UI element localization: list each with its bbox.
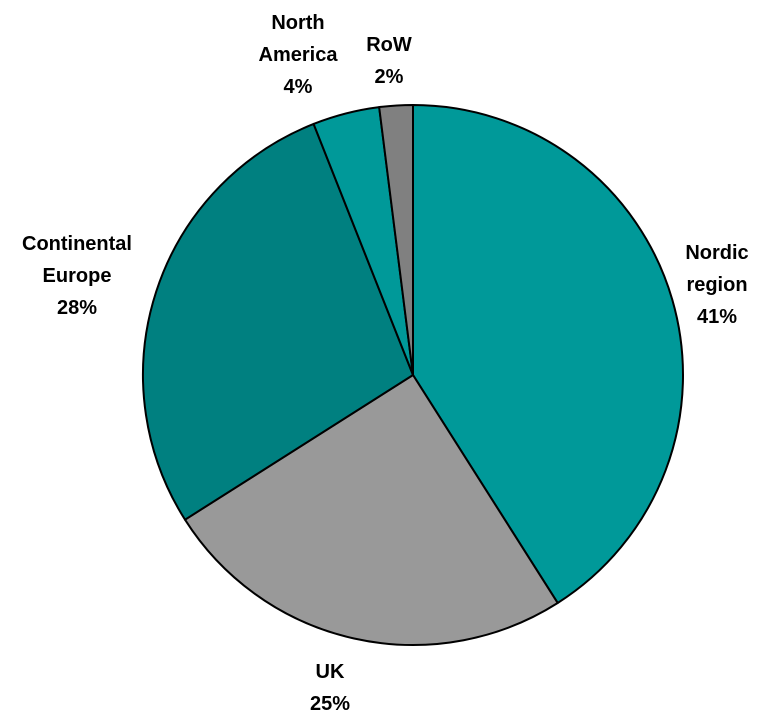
label-nordic-value: 41% (697, 306, 737, 328)
label-continental-value: 28% (57, 297, 97, 319)
pie-slice-continental-europe (142, 122, 414, 521)
slice-label-row: RoW 2% (366, 34, 412, 88)
label-nordic-line-1: Nordic (685, 242, 748, 264)
label-continental-line-2: Europe (43, 265, 112, 287)
label-north-america-line-1: North (271, 12, 324, 34)
label-nordic-line-2: region (686, 274, 747, 296)
label-north-america-line-2: America (259, 44, 339, 66)
pie-slices (142, 104, 684, 646)
label-row-line-1: RoW (366, 34, 412, 56)
label-uk-line-1: UK (316, 661, 345, 683)
label-north-america-value: 4% (284, 76, 313, 98)
pie-slice-uk (184, 374, 559, 646)
slice-label-nordic-region: Nordic region 41% (685, 242, 748, 328)
pie-slice-nordic-region (412, 104, 684, 604)
label-continental-line-1: Continental (22, 233, 132, 255)
pie-slice-row (378, 104, 414, 376)
slice-label-uk: UK 25% (310, 661, 350, 715)
label-row-value: 2% (375, 66, 404, 88)
slice-label-north-america: North America 4% (259, 12, 339, 98)
label-uk-value: 25% (310, 693, 350, 715)
slice-label-continental-europe: Continental Europe 28% (22, 233, 132, 319)
